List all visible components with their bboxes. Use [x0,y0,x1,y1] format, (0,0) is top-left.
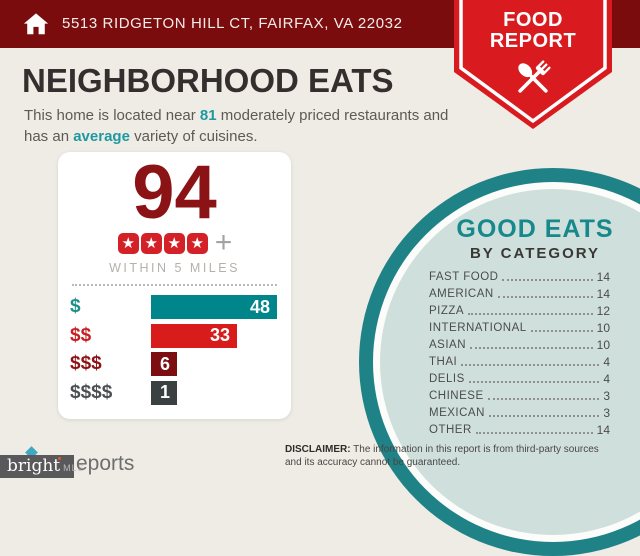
subtitle-text: This home is located near [24,107,200,124]
disclaimer: DISCLAIMER: The information in this repo… [285,444,617,469]
badge-title-line1: FOOD [503,9,563,31]
star-icon: ★ [117,232,139,254]
disclaimer-label: DISCLAIMER: [285,444,351,455]
category-name: OTHER [429,423,472,436]
category-name: AMERICAN [429,287,494,300]
dotted-leader [487,397,600,400]
category-row: PIZZA 12 [429,302,610,319]
price-tier-label: $$$$ [70,381,113,403]
dotted-leader [468,380,600,383]
dotted-leader [502,278,593,281]
category-row: FAST FOOD 14 [429,268,610,285]
category-count: 12 [596,303,610,318]
home-icon [23,13,49,35]
category-count: 10 [596,337,610,352]
star-icon: ★ [140,232,162,254]
radius-label: WITHIN 5 MILES [109,261,240,275]
category-row: CHINESE 3 [429,387,610,404]
food-report-badge: FOOD REPORT [454,0,612,134]
badge-title-line2: REPORT [489,30,577,52]
bar: 33 [151,323,237,348]
star-icon: ★ [186,232,208,254]
category-name: CHINESE [429,389,484,402]
category-count: 14 [596,286,610,301]
category-name: DELIS [429,372,465,385]
category-row: ASIAN 10 [429,336,610,353]
bar: 1 [151,380,177,405]
good-eats-title: GOOD EATS [456,215,614,243]
category-row: INTERNATIONAL 10 [429,319,610,336]
score-card: 94 ★ ★ ★ ★ + WITHIN 5 MILES $48 $$ 33 $$$ 6 $$$$ 1 [58,152,291,419]
category-row: AMERICAN 14 [429,285,610,302]
good-eats-subtitle: BY CATEGORY [469,245,601,262]
subtitle-text: has an [24,128,74,145]
category-name: PIZZA [429,304,465,317]
category-count: 14 [596,422,610,437]
price-tier-label: $$ [70,324,92,346]
category-name: FAST FOOD [429,270,499,283]
category-count: 4 [603,371,610,386]
good-eats-header: GOOD EATS BY CATEGORY [428,215,640,262]
dotted-leader [468,312,593,315]
price-tier-bar-chart: $48 $$ 33 $$$ 6 $$$$ 1 [58,295,291,405]
category-count: 4 [603,354,610,369]
subtitle-text: variety of cuisines. [129,128,258,145]
variety-level: average [73,128,130,145]
category-count: 14 [596,269,610,284]
category-count: 3 [603,388,610,403]
bar: 48 [151,295,277,319]
category-row: DELIS 4 [429,370,610,387]
disclaimer-text: The information in this report is from t… [285,444,599,468]
bar-row: $48 [70,295,291,319]
category-count: 3 [603,405,610,420]
logo-mls-label: MLS [63,463,85,473]
dotted-leader [475,431,593,434]
star-rating: ★ ★ ★ ★ + [58,226,291,259]
dotted-divider [72,284,277,286]
circle-fill [380,189,640,535]
category-count: 10 [596,320,610,335]
logo-orange-dot [58,457,62,460]
category-name: ASIAN [429,338,467,351]
category-name: INTERNATIONAL [429,321,527,334]
bar: 6 [151,352,177,376]
subtitle-text: moderately priced restaurants and [216,107,449,124]
property-address: 5513 RIDGETON HILL CT, FAIRFAX, VA 22032 [62,15,403,32]
category-name: MEXICAN [429,406,485,419]
bar-row: $$$$ 1 [70,380,291,405]
brightmls-logo: bright MLS [0,455,84,478]
category-name: THAI [429,355,458,368]
dotted-leader [461,363,600,366]
price-tier-label: $ [70,296,81,317]
reports-wordmark: eports [76,452,135,475]
dotted-leader [488,414,600,417]
bar-row: $$ 33 [70,323,291,348]
category-row: MEXICAN 3 [429,404,610,421]
dotted-leader [470,346,593,349]
restaurant-score: 94 [132,150,217,235]
bar-row: $$$ 6 [70,352,291,376]
dotted-leader [530,329,593,332]
star-icon: ★ [163,232,185,254]
price-tier-label: $$$ [70,353,102,374]
logo-wordmark: bright [7,456,62,476]
badge-ribbon-shape [454,0,612,129]
category-row: OTHER 14 [429,421,610,438]
dotted-leader [497,295,593,298]
category-list: FAST FOOD 14 AMERICAN 14 PIZZA 12 INTERNATIONA… [429,268,610,438]
page-title: NEIGHBORHOOD EATS [22,62,394,99]
spoon-fork-icon [518,60,551,93]
restaurant-count: 81 [199,107,217,124]
page-subtitle: This home is located near 81 moderately … [24,105,448,147]
category-row: THAI 4 [429,353,610,370]
plus-sign: + [214,226,233,259]
